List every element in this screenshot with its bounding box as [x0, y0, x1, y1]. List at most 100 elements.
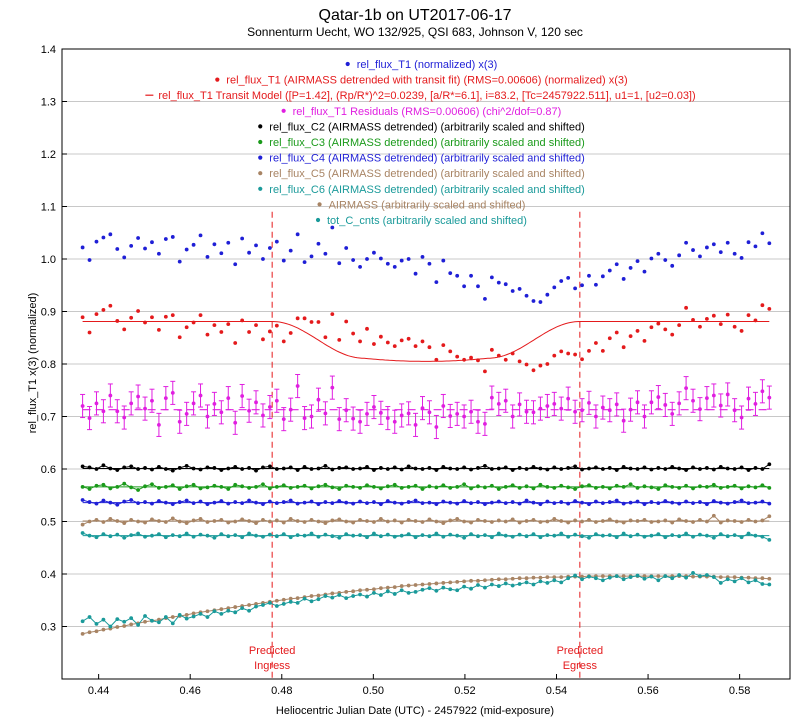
series-tot_c_cnts-point — [122, 619, 127, 624]
series-airmass-point — [621, 574, 626, 578]
series-c4-point — [469, 501, 473, 506]
series-c5-point — [226, 520, 231, 525]
series-tot_c_cnts-point — [566, 576, 571, 581]
series-t1_detrended-point — [295, 316, 300, 321]
series-c3-point — [510, 483, 515, 488]
series-c3-point — [531, 486, 536, 491]
series-t1_raw-point — [330, 225, 335, 230]
series-tot_c_cnts-point — [677, 573, 682, 577]
series-c5-point — [344, 519, 349, 524]
series-t1_raw-point — [191, 242, 196, 247]
series-t1_detrended-point — [600, 348, 605, 353]
series-c6-point — [531, 532, 536, 536]
series-c5-point — [385, 519, 390, 524]
series-t1_detrended-point — [392, 344, 397, 349]
series-t1_raw-point — [580, 283, 584, 288]
series-residuals-point — [406, 411, 411, 416]
series-c3-point — [677, 486, 682, 490]
series-c3-point — [739, 486, 744, 491]
series-t1_raw-point — [122, 255, 127, 260]
series-t1_raw-point — [600, 274, 605, 279]
series-c5-point — [427, 517, 432, 522]
series-c3-point — [219, 484, 224, 489]
series-airmass-point — [767, 576, 772, 581]
series-t1_raw-point — [288, 248, 293, 253]
series-c2-point — [288, 465, 293, 470]
series-c5-point — [358, 518, 362, 522]
series-tot_c_cnts-point — [663, 574, 668, 578]
legend-entry-label: rel_flux_T1 (normalized) x(3) — [357, 59, 498, 71]
series-residuals-point — [476, 419, 480, 424]
series-tot_c_cnts-point — [351, 594, 356, 598]
series-c6-point — [476, 534, 480, 539]
series-tot_c_cnts-point — [129, 616, 134, 620]
series-residuals-point — [455, 411, 460, 416]
chart-subtitle: Sonnenturm Uecht, WO 132/925, QSI 683, J… — [247, 25, 583, 39]
series-t1_detrended-point — [462, 357, 467, 362]
series-t1_raw-point — [94, 239, 99, 244]
series-c3-point — [157, 486, 161, 490]
series-c4-point — [448, 500, 453, 505]
series-airmass-point — [129, 622, 134, 627]
series-tot_c_cnts-point — [378, 593, 383, 597]
series-residuals-point — [281, 417, 286, 422]
y-tick-label: 0.5 — [41, 517, 56, 529]
series-t1_raw-point — [691, 248, 695, 252]
series-residuals-point — [469, 409, 473, 414]
series-c3-point — [496, 487, 501, 491]
series-residuals-point — [552, 402, 557, 406]
series-c3-point — [399, 486, 404, 490]
series-t1_detrended-point — [337, 337, 342, 342]
series-c2-point — [559, 467, 564, 471]
series-airmass-point — [538, 575, 543, 580]
series-c6-point — [101, 532, 106, 536]
series-t1_detrended-point — [496, 353, 501, 358]
series-tot_c_cnts-point — [531, 582, 536, 587]
predicted-egress-label-line2: Egress — [563, 660, 598, 672]
series-t1_raw-point — [87, 258, 92, 262]
series-t1_detrended-point — [663, 327, 668, 332]
series-c3-point — [621, 484, 626, 489]
series-c3-point — [191, 482, 196, 487]
series-c6-point — [150, 533, 154, 538]
series-c2-point — [87, 465, 92, 470]
series-airmass-point — [517, 576, 522, 581]
series-c5-point — [267, 519, 272, 524]
series-c6-point — [115, 532, 120, 537]
series-c5-point — [573, 518, 578, 523]
series-tot_c_cnts-point — [406, 591, 411, 595]
series-c4-point — [510, 500, 515, 504]
series-t1_detrended-point — [628, 334, 633, 339]
series-c2-point — [344, 465, 349, 470]
series-t1_detrended-point — [718, 322, 723, 326]
series-tot_c_cnts-point — [691, 571, 695, 575]
series-c4-point — [538, 502, 543, 507]
series-residuals-point — [288, 407, 293, 412]
series-residuals-point — [212, 402, 217, 406]
series-c2-point — [483, 463, 487, 468]
series-c2-point — [767, 462, 772, 467]
series-tot_c_cnts-point — [670, 576, 675, 581]
series-residuals-point — [385, 416, 390, 420]
series-t1_raw-point — [143, 246, 147, 251]
series-t1_detrended-point — [455, 354, 460, 359]
series-airmass-point — [462, 579, 467, 584]
series-t1_raw-point — [670, 263, 675, 268]
series-t1_raw-point — [503, 282, 508, 287]
legend-entry-dot-marker — [258, 155, 263, 160]
series-tot_c_cnts-point — [226, 608, 231, 613]
series-c5-point — [698, 518, 702, 522]
series-c2-point — [226, 466, 231, 471]
series-tot_c_cnts-point — [448, 587, 453, 592]
legend-entry-label: rel_flux_C3 (AIRMASS detrended) (arbitra… — [269, 137, 584, 149]
series-c4-point — [372, 500, 376, 504]
series-c3-point — [767, 486, 772, 490]
series-tot_c_cnts-point — [344, 596, 349, 601]
series-c2-point — [240, 467, 245, 471]
series-c3-point — [170, 483, 175, 488]
series-c4-point — [607, 500, 612, 504]
series-tot_c_cnts-point — [80, 619, 85, 624]
series-c4-point — [649, 500, 654, 504]
series-c3-point — [462, 482, 467, 487]
series-c5-point — [247, 519, 251, 523]
